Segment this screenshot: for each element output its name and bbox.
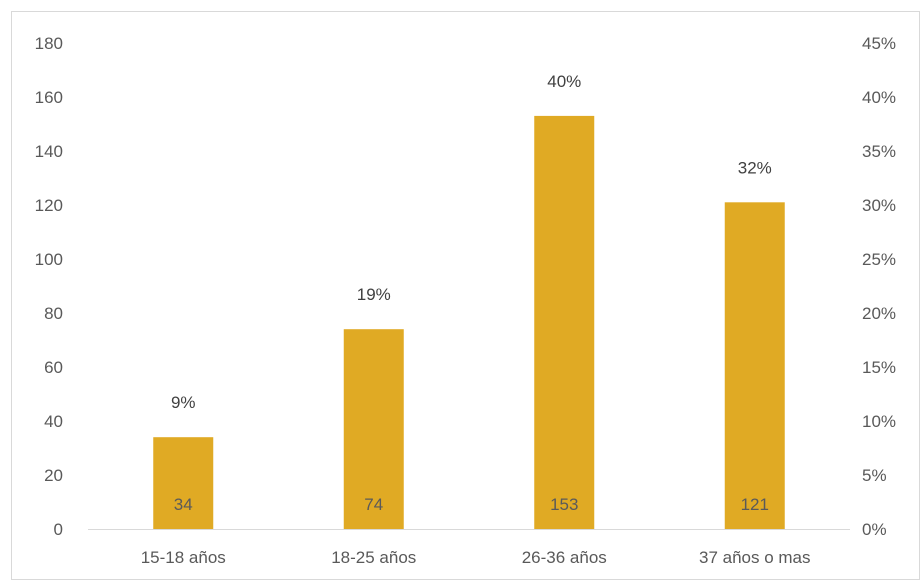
bar <box>724 202 785 530</box>
bar <box>153 437 214 529</box>
y-right-tick-label: 15% <box>862 358 896 377</box>
bar-percent-label: 19% <box>357 285 391 304</box>
x-tick-label: 15-18 años <box>141 548 226 567</box>
bar-value-label: 74 <box>364 495 383 514</box>
y-right-tick-label: 10% <box>862 412 896 431</box>
y-left-tick-label: 120 <box>35 196 63 215</box>
bars-group: 34 9% 74 19% 153 40% 121 32% <box>153 72 785 530</box>
bar-percent-label: 9% <box>171 393 196 412</box>
bar-value-label: 121 <box>741 495 769 514</box>
y-right-tick-label: 0% <box>862 520 887 539</box>
bar <box>343 329 404 529</box>
y-right-tick-label: 35% <box>862 142 896 161</box>
y-axis-left: 0 20 40 60 80 100 120 140 160 180 <box>35 34 63 539</box>
y-left-tick-label: 140 <box>35 142 63 161</box>
x-tick-label: 26-36 años <box>522 548 607 567</box>
y-axis-right: 0% 5% 10% 15% 20% 25% 30% 35% 40% 45% <box>862 34 896 539</box>
bar <box>534 115 595 530</box>
bar-value-label: 153 <box>550 495 578 514</box>
y-right-tick-label: 40% <box>862 88 896 107</box>
x-tick-label: 18-25 años <box>331 548 416 567</box>
y-left-tick-label: 100 <box>35 250 63 269</box>
y-right-tick-label: 30% <box>862 196 896 215</box>
y-left-tick-label: 40 <box>44 412 63 431</box>
y-right-tick-label: 20% <box>862 304 896 323</box>
y-left-tick-label: 160 <box>35 88 63 107</box>
bar-percent-label: 40% <box>547 72 581 91</box>
x-tick-label: 37 años o mas <box>699 548 811 567</box>
bar-value-label: 34 <box>174 495 193 514</box>
y-left-tick-label: 20 <box>44 466 63 485</box>
y-left-tick-label: 80 <box>44 304 63 323</box>
bar-percent-label: 32% <box>738 158 772 177</box>
y-left-tick-label: 60 <box>44 358 63 377</box>
y-right-tick-label: 45% <box>862 34 896 53</box>
y-left-tick-label: 0 <box>54 520 63 539</box>
y-right-tick-label: 25% <box>862 250 896 269</box>
y-left-tick-label: 180 <box>35 34 63 53</box>
x-axis: 15-18 años 18-25 años 26-36 años 37 años o … <box>88 529 850 567</box>
y-right-tick-label: 5% <box>862 466 887 485</box>
